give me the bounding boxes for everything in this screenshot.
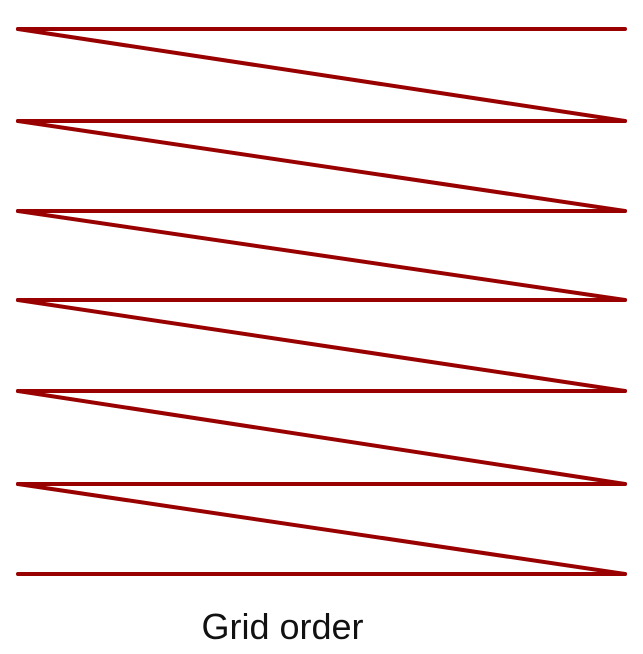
diagram-caption: Grid order (201, 606, 364, 647)
diagonal-line-2 (16, 119, 627, 213)
diagonal-line-4 (16, 298, 627, 393)
diagonal-line-5 (16, 389, 627, 486)
diagonal-line-1 (16, 27, 627, 123)
zigzag-path-svg (16, 27, 627, 576)
diagonal-line-6 (16, 482, 627, 576)
grid-order-diagram (16, 27, 627, 576)
diagonal-line-3 (16, 209, 627, 302)
